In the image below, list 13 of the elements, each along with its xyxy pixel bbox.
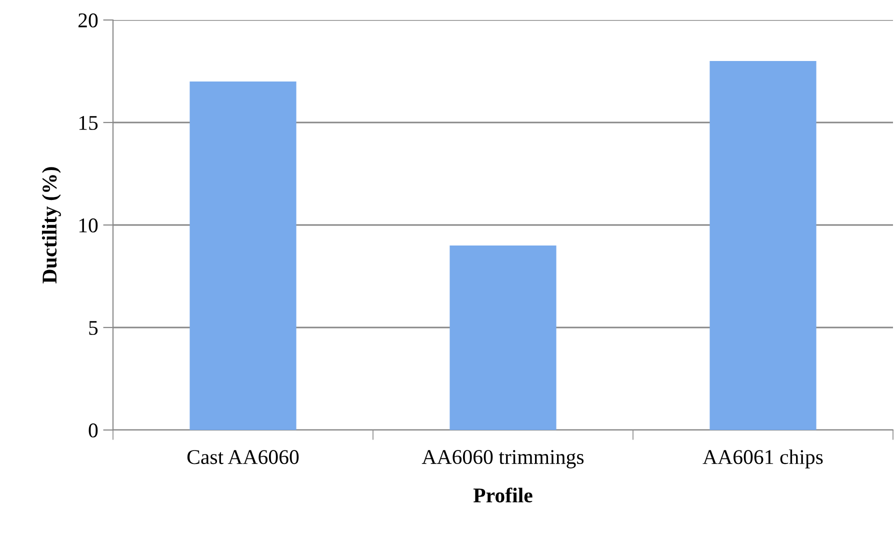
y-tick-label: 20 xyxy=(78,13,98,28)
x-axis-title: Profile xyxy=(473,488,532,502)
y-tick-label: 0 xyxy=(88,423,98,438)
bar xyxy=(190,82,296,430)
y-tick-label: 15 xyxy=(79,116,98,130)
bar xyxy=(450,246,556,430)
bar xyxy=(710,61,816,430)
x-tick-label: Cast AA6060 xyxy=(187,450,299,464)
y-tick-label: 5 xyxy=(89,321,98,335)
x-tick-label: AA6060 trimmings xyxy=(422,450,584,468)
x-tick-label: AA6061 chips xyxy=(702,449,823,468)
y-tick-label: 10 xyxy=(79,218,98,232)
y-axis-title: Ductility (%) xyxy=(42,167,61,284)
